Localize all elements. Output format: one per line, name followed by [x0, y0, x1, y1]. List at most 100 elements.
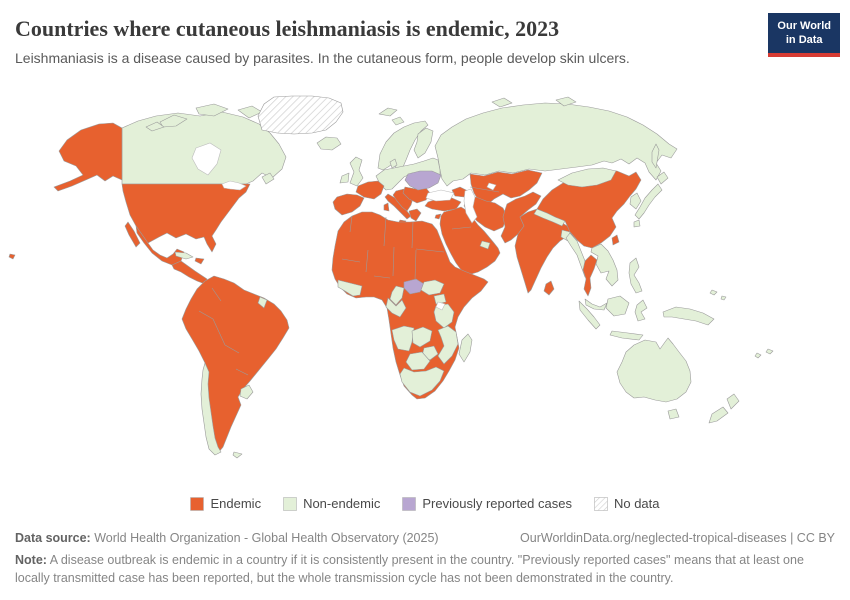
country-iberia[interactable]: [332, 193, 365, 216]
country-svalbard[interactable]: [378, 107, 398, 117]
country-russia-island[interactable]: [491, 97, 513, 108]
chart-subtitle: Leishmaniasis is a disease caused by par…: [15, 50, 630, 66]
country-botswana[interactable]: [405, 351, 431, 371]
country-greenland[interactable]: [257, 95, 344, 135]
country-central-america[interactable]: [171, 260, 208, 285]
owid-logo[interactable]: Our World in Data: [768, 13, 840, 57]
country-south-sudan[interactable]: [420, 279, 445, 296]
country-congo-gabon[interactable]: [385, 297, 407, 318]
country-australia[interactable]: [616, 337, 692, 403]
aral-sea: [486, 182, 497, 191]
country-greece[interactable]: [408, 208, 422, 222]
country-thailand[interactable]: [582, 254, 598, 297]
country-philippines[interactable]: [628, 257, 643, 294]
legend-item-previously-reported[interactable]: Previously reported cases: [402, 496, 572, 511]
country-new-guinea[interactable]: [662, 306, 715, 326]
country-chile[interactable]: [200, 362, 222, 456]
legend-label: Non-endemic: [303, 496, 381, 511]
country-falklands[interactable]: [232, 451, 243, 459]
country-mexico-baja[interactable]: [124, 221, 141, 248]
legend-swatch-previously-reported: [402, 496, 417, 511]
hudson-bay: [191, 142, 222, 176]
country-indonesia-sumatra[interactable]: [578, 300, 601, 330]
country-pacific-island4[interactable]: [754, 352, 762, 359]
country-india[interactable]: [514, 208, 577, 294]
country-mozambique[interactable]: [437, 325, 459, 365]
country-uae[interactable]: [479, 240, 491, 250]
country-cuba[interactable]: [174, 251, 194, 260]
country-italy-sardinia[interactable]: [383, 202, 390, 212]
country-tanzania[interactable]: [433, 303, 455, 329]
country-indochina[interactable]: [590, 243, 619, 287]
country-iceland[interactable]: [316, 136, 342, 151]
country-pacific-island3[interactable]: [765, 348, 774, 355]
data-source: Data source: World Health Organization -…: [15, 531, 439, 545]
country-new-zealand-north[interactable]: [726, 393, 740, 410]
country-hispaniola[interactable]: [194, 257, 205, 265]
chart-footer: Data source: World Health Organization -…: [15, 531, 835, 587]
lake-victoria: [435, 301, 446, 311]
legend-item-endemic[interactable]: Endemic: [190, 496, 261, 511]
country-denmark[interactable]: [389, 158, 398, 169]
legend-item-no-data[interactable]: No data: [594, 496, 660, 511]
country-suriname[interactable]: [257, 296, 268, 309]
chart-note: Note: A disease outbreak is endemic in a…: [15, 553, 804, 585]
black-sea: [425, 189, 455, 202]
country-uk[interactable]: [349, 156, 364, 187]
country-malaysia[interactable]: [584, 298, 608, 311]
logo-line1: Our World: [777, 20, 831, 32]
country-russia[interactable]: [434, 102, 678, 187]
country-usa-hawaii[interactable]: [8, 253, 16, 260]
country-mexico[interactable]: [135, 225, 185, 266]
country-madagascar[interactable]: [458, 333, 473, 363]
country-sri-lanka[interactable]: [543, 280, 555, 296]
country-south-africa[interactable]: [399, 366, 445, 397]
country-car[interactable]: [403, 278, 425, 295]
country-svalbard2[interactable]: [391, 116, 405, 126]
country-finland[interactable]: [413, 127, 434, 159]
country-pacific-island2[interactable]: [720, 295, 727, 301]
country-indonesia-sulawesi[interactable]: [634, 299, 648, 322]
caspian-sea: [463, 188, 478, 224]
country-australia-tasmania[interactable]: [667, 408, 680, 420]
map-legend: Endemic Non-endemic Previously reported …: [0, 496, 850, 511]
country-japan-kyushu[interactable]: [633, 219, 641, 228]
country-ukraine[interactable]: [404, 170, 442, 191]
country-sakhalin[interactable]: [651, 143, 660, 169]
country-usa-alaska[interactable]: [53, 122, 123, 192]
country-canada-arctic4[interactable]: [145, 121, 165, 132]
country-usa-mainland[interactable]: [121, 183, 251, 253]
legend-label: Previously reported cases: [422, 496, 572, 511]
country-cyprus[interactable]: [434, 213, 442, 220]
country-pacific-island1[interactable]: [709, 289, 718, 296]
country-ireland[interactable]: [339, 172, 350, 184]
country-uganda[interactable]: [433, 293, 447, 305]
country-japan-hokkaido[interactable]: [656, 171, 669, 185]
country-indonesia-borneo[interactable]: [605, 295, 630, 317]
country-angola[interactable]: [391, 325, 415, 352]
country-west-african-coast[interactable]: [337, 279, 363, 297]
country-taiwan[interactable]: [611, 234, 620, 246]
country-canada-newfoundland[interactable]: [261, 172, 275, 185]
country-korea[interactable]: [629, 192, 642, 210]
country-new-zealand-south[interactable]: [708, 406, 729, 424]
world-map: [0, 95, 850, 495]
legend-item-non-endemic[interactable]: Non-endemic: [283, 496, 380, 511]
country-france[interactable]: [355, 180, 385, 200]
country-uruguay[interactable]: [239, 384, 254, 400]
great-lakes: [221, 180, 247, 191]
country-indonesia-java[interactable]: [609, 330, 644, 341]
country-south-america[interactable]: [181, 275, 290, 454]
country-canada-arctic2[interactable]: [195, 103, 229, 117]
legend-label: No data: [613, 496, 660, 511]
country-mongolia[interactable]: [557, 167, 617, 188]
country-myanmar[interactable]: [565, 232, 590, 278]
country-zambia[interactable]: [411, 326, 433, 348]
internal-borders: [198, 186, 500, 376]
owid-link[interactable]: OurWorldinData.org/neglected-tropical-di…: [520, 531, 835, 545]
data-source-label: Data source:: [15, 531, 91, 545]
country-japan-honshu[interactable]: [634, 183, 663, 220]
country-russia-island2[interactable]: [555, 96, 577, 107]
page-title: Countries where cutaneous leishmaniasis …: [15, 16, 560, 41]
